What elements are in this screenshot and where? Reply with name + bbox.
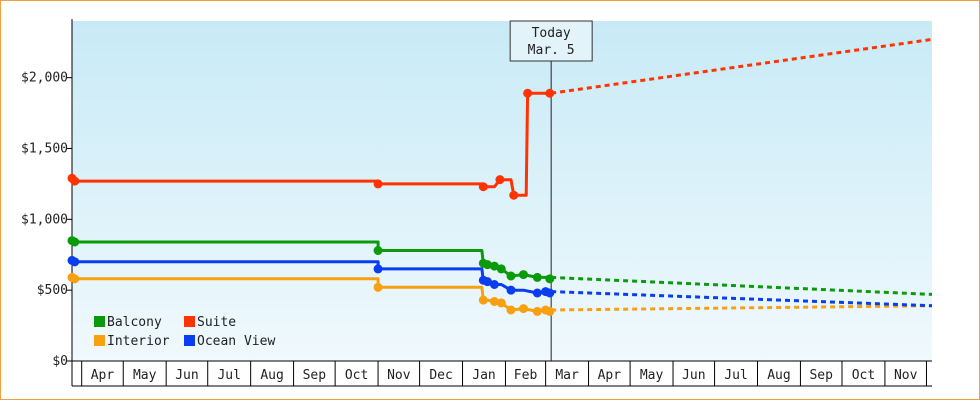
legend-swatch-interior: [94, 335, 105, 346]
x-tick-label: Aug: [260, 368, 283, 383]
series-interior: [67, 272, 933, 316]
data-point: [496, 298, 506, 308]
legend-swatch-balcony: [94, 316, 105, 327]
x-tick-label: Oct: [852, 368, 875, 383]
series-suite: [67, 37, 933, 200]
data-point: [506, 285, 516, 295]
y-axis: $0 $500 $1,000 $1,500 $2,000: [21, 19, 73, 386]
data-point: [532, 288, 542, 298]
series-balcony: [67, 236, 933, 296]
x-axis: Apr May Jun Jul Aug Sep Oct Nov Dec Jan Feb Mar Apr M…: [72, 360, 932, 387]
x-tick-label: Nov: [387, 368, 411, 383]
x-tick-label: Nov: [894, 368, 918, 383]
data-point: [70, 176, 80, 186]
x-tick-label: Feb: [514, 368, 538, 383]
data-point: [373, 264, 383, 274]
y-tick-label: $2,000: [21, 71, 68, 86]
y-tick-label: $0: [52, 354, 68, 369]
today-date-label: Mar. 5: [528, 43, 575, 58]
data-point: [373, 246, 383, 255]
x-tick-label: Jul: [724, 368, 747, 383]
plot-area: [72, 21, 932, 361]
data-point: [489, 261, 499, 271]
legend-swatch-suite: [184, 316, 195, 327]
projection-line-suite: [550, 37, 933, 95]
data-point: [478, 182, 488, 192]
x-tick-label: May: [640, 368, 664, 383]
data-point: [523, 88, 533, 98]
data-point: [373, 179, 383, 189]
data-point: [506, 305, 516, 315]
data-point: [70, 257, 80, 267]
x-tick-label: Sep: [809, 368, 833, 383]
data-point: [532, 306, 542, 316]
data-point: [482, 260, 492, 270]
data-point: [495, 175, 505, 185]
data-point: [70, 274, 80, 284]
x-tick-label: Jul: [217, 368, 240, 383]
data-point: [518, 304, 528, 314]
data-point: [489, 280, 499, 289]
x-tick-label: Aug: [767, 368, 790, 383]
y-tick-label: $1,000: [21, 212, 68, 227]
data-point: [70, 237, 80, 247]
x-tick-label: Dec: [429, 368, 452, 383]
data-point: [478, 295, 488, 305]
x-tick-label: Oct: [345, 368, 368, 383]
data-point: [482, 277, 492, 287]
x-tick-label: Jun: [175, 368, 198, 383]
x-tick-label: Apr: [91, 368, 115, 383]
today-label: Today: [532, 26, 571, 41]
projection-line-ocean-view: [551, 290, 933, 308]
data-point: [489, 297, 499, 306]
x-tick-label: Mar: [555, 368, 579, 383]
data-point: [373, 282, 383, 292]
x-tick-label: Apr: [598, 368, 622, 383]
x-tick-label: Sep: [303, 368, 327, 383]
legend-label-interior: Interior: [107, 334, 170, 349]
data-point: [518, 270, 528, 280]
legend: Balcony Suite Interior Ocean View: [94, 315, 275, 349]
legend-label-balcony: Balcony: [107, 315, 162, 330]
series-ocean-view: [67, 255, 933, 308]
today-marker: Today Mar. 5: [509, 20, 593, 361]
legend-label-suite: Suite: [197, 315, 236, 330]
data-point: [496, 264, 506, 274]
projection-line-interior: [551, 304, 933, 312]
x-tick-label: Jan: [472, 368, 495, 383]
y-tick-label: $1,500: [21, 142, 68, 157]
projection-line-balcony: [551, 275, 933, 296]
today-box: [509, 20, 593, 62]
data-point: [532, 272, 542, 282]
x-tick-label: May: [133, 368, 157, 383]
y-tick-label: $500: [37, 283, 68, 298]
legend-label-ocean-view: Ocean View: [197, 334, 275, 349]
series-lines: [67, 37, 933, 316]
data-point: [506, 271, 516, 281]
data-point: [545, 88, 555, 98]
legend-swatch-ocean-view: [184, 335, 195, 346]
data-point: [509, 190, 519, 200]
x-tick-label: Jun: [682, 368, 705, 383]
